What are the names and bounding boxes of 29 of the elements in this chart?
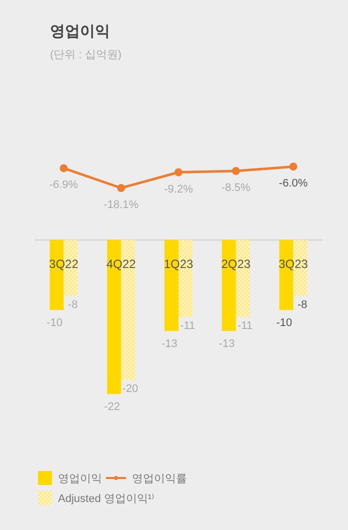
data-label: -8	[68, 299, 78, 311]
data-label: -11	[180, 320, 196, 332]
legend-label: 영업이익	[58, 473, 102, 485]
point	[174, 168, 182, 176]
data-label: -9.2%	[164, 183, 194, 196]
legend-label: Adjusted 영업이익¹⁾	[58, 493, 155, 505]
legend-label: 영업이익률	[132, 473, 187, 485]
data-label: -6.9%	[49, 179, 78, 192]
data-label: -8	[298, 299, 308, 311]
point	[289, 162, 298, 171]
data-label: -22	[104, 401, 120, 413]
data-label: -8.5%	[222, 182, 250, 194]
point	[232, 167, 240, 176]
legend: 영업이익	[38, 471, 102, 485]
data-label: -11	[237, 320, 253, 332]
data-label: -20	[122, 383, 138, 395]
data-label: -18.1%	[104, 199, 139, 211]
chart-title: 영업이익	[50, 23, 110, 40]
chart-subtitle: (단위 : 십억원)	[50, 49, 122, 61]
data-label: -10	[46, 317, 63, 329]
point	[117, 184, 126, 192]
legend: 영업이익률	[106, 473, 187, 485]
data-label: -10	[276, 317, 292, 329]
point	[60, 164, 68, 172]
data-label: -6.0%	[278, 178, 308, 190]
x-tick-label: 1Q23	[164, 257, 194, 271]
data-label: -13	[161, 338, 178, 350]
data-label: -13	[218, 338, 235, 350]
legend: Adjusted 영업이익¹⁾	[38, 491, 154, 505]
